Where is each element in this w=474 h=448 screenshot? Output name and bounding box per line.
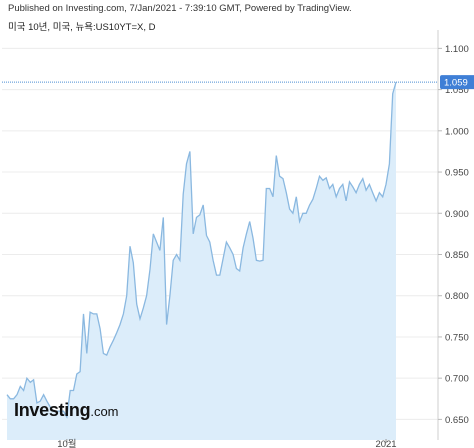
published-caption: Published on Investing.com, 7/Jan/2021 -… xyxy=(8,3,352,14)
y-tick-label: 1.100 xyxy=(445,44,469,55)
investing-logo: Investing.com xyxy=(14,400,119,421)
x-tick-label: 2021 xyxy=(375,439,396,448)
y-tick-label: 1.000 xyxy=(445,126,469,137)
y-tick-label: 0.650 xyxy=(445,415,469,426)
y-tick-label: 0.850 xyxy=(445,250,469,261)
logo-brand: Investing xyxy=(14,400,91,420)
y-tick-label: 1.050 xyxy=(445,85,469,96)
y-tick-label: 0.750 xyxy=(445,332,469,343)
series-area-fill xyxy=(7,82,396,440)
last-price-tag-box xyxy=(440,75,474,90)
y-axis: 1.100 1.050 1.000 0.950 0.900 0.850 0.800 0.750… xyxy=(437,30,469,440)
symbol-title: 미국 10년, 미국, 뉴욕:US10YT=X, D xyxy=(8,22,156,33)
series-line xyxy=(6,82,397,419)
last-price-tag: 1.059 xyxy=(440,75,474,90)
x-tick-label: 10월 xyxy=(57,438,76,448)
logo-suffix: .com xyxy=(90,404,119,419)
y-tick-label: 0.950 xyxy=(445,168,469,179)
y-tick-label: 0.700 xyxy=(445,374,469,385)
last-price-value: 1.059 xyxy=(444,78,468,89)
y-tick-label: 0.900 xyxy=(445,209,469,220)
y-tick-label: 0.800 xyxy=(445,291,469,302)
x-axis: 10월 2021 xyxy=(57,438,396,448)
